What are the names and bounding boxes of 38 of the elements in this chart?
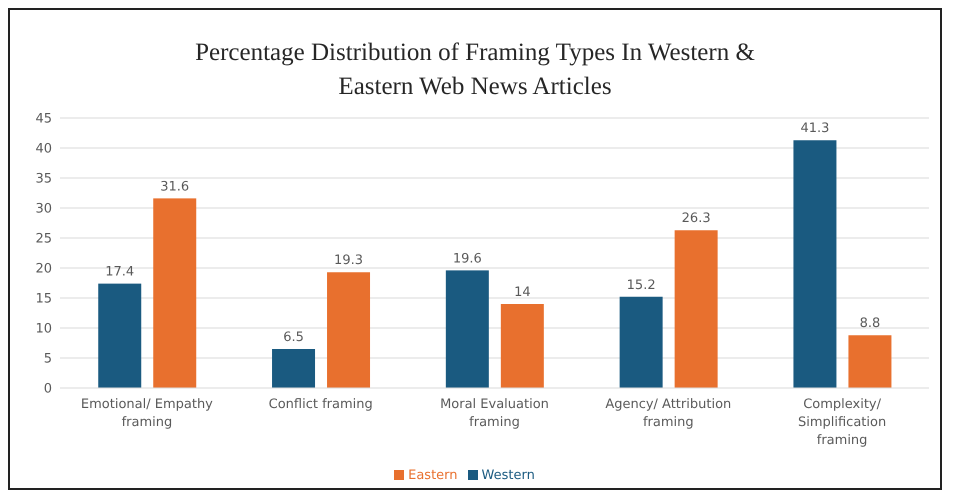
x-tick-label: Conflict framing bbox=[268, 397, 373, 412]
y-tick-label: 45 bbox=[35, 112, 52, 127]
x-tick-label: Emotional/ Empathy framing bbox=[80, 397, 214, 430]
x-tick-label: Complexity/ Simplification framing bbox=[798, 397, 886, 448]
data-label: 19.3 bbox=[334, 253, 364, 268]
data-label: 8.8 bbox=[860, 316, 880, 332]
bar bbox=[153, 198, 196, 388]
chart-title: Percentage Distribution of Framing Types In Western & Eastern Web News Articles bbox=[194, 38, 756, 102]
data-label: 6.5 bbox=[283, 330, 304, 345]
bar bbox=[272, 349, 316, 388]
y-tick-label: 35 bbox=[35, 172, 52, 187]
data-label: 17.4 bbox=[105, 264, 134, 280]
bar bbox=[327, 272, 370, 388]
bar bbox=[620, 296, 663, 388]
legend-label: Eastern bbox=[408, 468, 458, 483]
bar bbox=[98, 284, 142, 388]
y-tick-label: 0 bbox=[44, 382, 52, 397]
data-label: 26.3 bbox=[682, 211, 711, 226]
x-tick-label: Agency/ Attribution framing bbox=[605, 397, 732, 430]
y-tick-label: 40 bbox=[35, 142, 52, 157]
bar bbox=[674, 230, 718, 388]
data-label: 41.3 bbox=[800, 121, 830, 136]
y-tick-label: 25 bbox=[35, 232, 52, 247]
bar bbox=[793, 140, 836, 388]
legend-label: Western bbox=[482, 468, 535, 483]
bar bbox=[500, 304, 544, 388]
data-label: 15.2 bbox=[626, 278, 656, 293]
x-tick-label: Moral Evaluation framing bbox=[440, 397, 549, 430]
y-tick-label: 15 bbox=[35, 292, 52, 307]
bar bbox=[446, 270, 489, 388]
y-tick-label: 10 bbox=[35, 322, 52, 337]
y-tick-label: 5 bbox=[44, 352, 52, 367]
data-label: 14 bbox=[514, 285, 531, 300]
bar bbox=[848, 335, 892, 388]
data-label: 19.6 bbox=[452, 251, 482, 266]
data-label: 31.6 bbox=[160, 179, 190, 194]
y-tick-label: 20 bbox=[35, 262, 52, 277]
y-tick-label: 30 bbox=[35, 202, 52, 217]
